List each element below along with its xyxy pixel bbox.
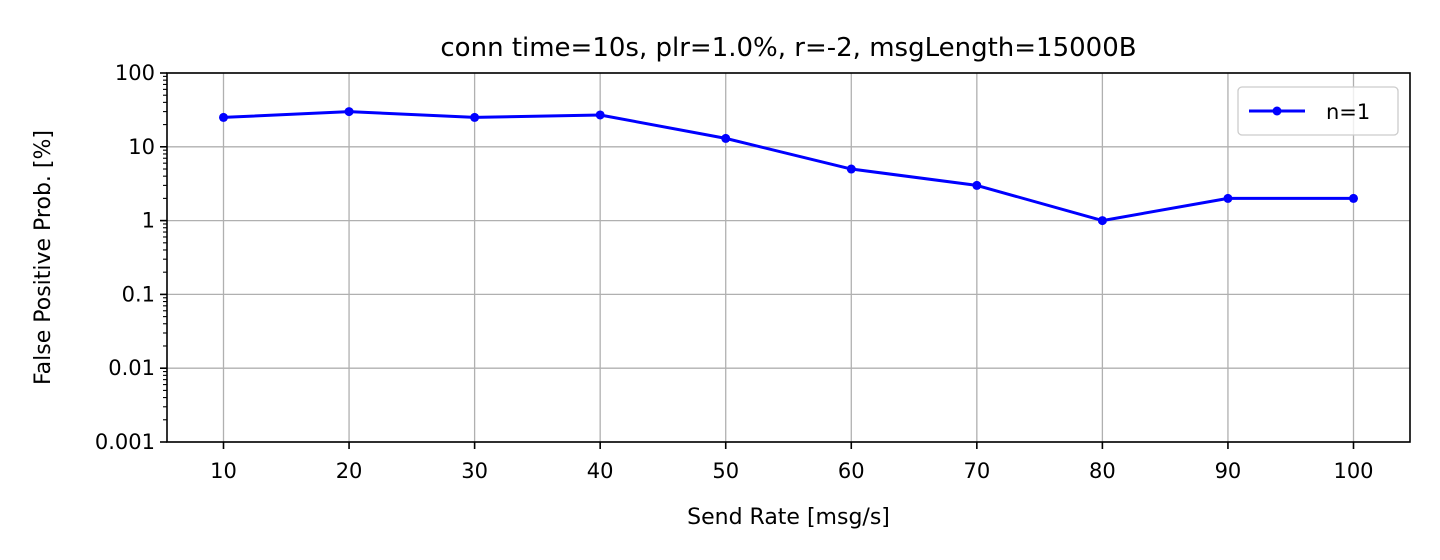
x-tick-label: 70 — [963, 459, 990, 483]
data-point — [846, 164, 856, 174]
x-tick-label: 80 — [1089, 459, 1116, 483]
y-tick-label: 0.1 — [122, 282, 155, 306]
legend-label-n1: n=1 — [1326, 100, 1370, 124]
data-point — [219, 112, 228, 122]
data-point — [1223, 193, 1233, 203]
data-point — [721, 133, 731, 143]
legend: n=1 — [1237, 86, 1399, 136]
x-tick-label: 60 — [838, 459, 865, 483]
grid — [167, 72, 1410, 443]
x-tick-label: 50 — [712, 459, 739, 483]
legend-box — [1237, 86, 1399, 136]
data-point — [595, 110, 605, 120]
data-point — [470, 112, 480, 122]
y-tick-label: 0.001 — [95, 430, 155, 454]
x-axis-label: Send Rate [msg/s] — [687, 505, 890, 530]
y-tick-label: 10 — [128, 135, 155, 159]
legend-marker-n1 — [1272, 106, 1282, 116]
x-tick-label: 100 — [1333, 459, 1373, 483]
axis-ticks: 10 20 30 40 50 60 70 80 90 100 0.001 0.01 0.1 1 10 100 — [95, 61, 1374, 483]
y-tick-label: 1 — [142, 209, 155, 233]
y-tick-label: 0.01 — [108, 356, 155, 380]
data-point — [972, 180, 982, 190]
x-tick-label: 30 — [461, 459, 488, 483]
series-line — [223, 110, 1354, 223]
x-tick-label: 10 — [210, 459, 237, 483]
x-tick-label: 20 — [336, 459, 363, 483]
series-layer — [219, 107, 1358, 226]
y-tick-label: 100 — [115, 61, 155, 85]
chart-title: conn time=10s, plr=1.0%, r=-2, msgLength… — [440, 33, 1136, 63]
data-point — [1349, 193, 1358, 203]
data-point — [344, 107, 354, 117]
x-tick-label: 90 — [1215, 459, 1242, 483]
x-tick-label: 40 — [587, 459, 614, 483]
data-point — [1097, 216, 1107, 226]
plot-frame — [166, 72, 1411, 443]
y-axis-label: False Positive Prob. [%] — [31, 130, 56, 385]
